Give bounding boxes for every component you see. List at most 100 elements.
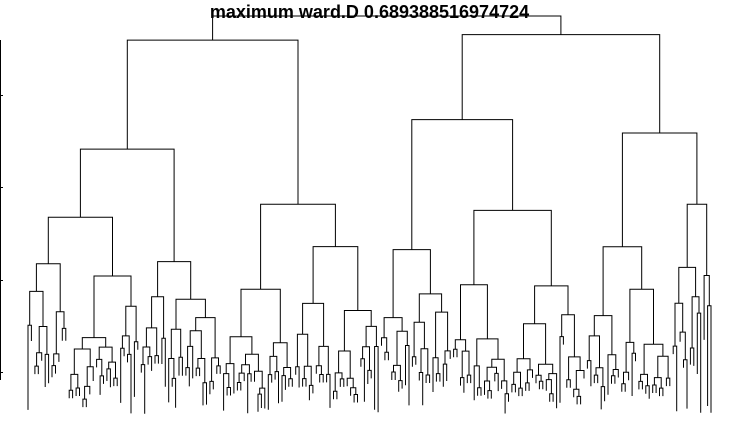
dendrogram-branch [318,345,329,375]
dendrogram-branch [296,333,309,367]
dendrogram-branch [484,380,491,395]
dendrogram-branch [460,377,465,393]
dendrogram-branch [178,356,183,376]
dendrogram-branch [559,336,564,403]
dendrogram-branch [631,352,636,396]
dendrogram-branch [659,387,664,397]
dendrogram-branch [35,263,61,312]
dendrogram-branch [346,377,354,388]
dendrogram-branch [171,377,177,408]
dendrogram-branch [170,328,182,359]
dendrogram-branch [473,209,552,286]
dendrogram-branch [525,382,530,391]
dendrogram-branch [236,382,242,391]
dendrogram-branch [75,387,80,396]
dendrogram-branch [333,390,338,400]
dendrogram-branch [568,356,581,380]
dendrogram-branch [34,365,39,375]
dendrogram-branch [106,368,111,388]
dendrogram-branch [703,275,710,340]
dendrogram-branch [303,365,312,386]
dendrogram-branch [707,305,712,413]
dendrogram-branch [511,383,516,393]
dendrogram-branch [79,148,175,262]
dendrogram-branch [683,359,688,409]
dendrogram-branch [202,382,207,406]
dendrogram-branch [53,353,60,366]
dendrogram-branch [36,352,43,367]
dendrogram-branch [302,378,307,387]
dendrogram-branch [561,314,575,357]
dendrogram-branch [353,394,358,403]
dendrogram-branch [420,348,429,375]
dendrogram-branch [295,366,300,388]
dendrogram-branch [240,288,281,343]
y-axis-line [0,40,1,380]
dendrogram-branch [411,119,514,250]
dendrogram-branch [678,266,697,304]
dendrogram-branch [621,383,626,392]
dendrogram-branch [29,290,44,327]
dendrogram-branch [384,351,389,361]
dendrogram-branch [425,374,431,383]
dendrogram-branch [38,326,48,355]
dendrogram-branch [151,296,165,339]
dendrogram-branch [501,380,508,394]
dendrogram-branch [47,216,113,276]
dendrogram-branch [638,380,643,390]
dendrogram-branch [442,363,448,387]
dendrogram-branch [381,337,388,353]
dendrogram-branch [526,369,533,383]
dendrogram-branch [216,365,221,374]
dendrogram-branch [652,384,657,393]
dendrogram-branch [288,378,293,387]
dendrogram-branch [126,39,299,205]
dendrogram-branch [629,288,654,345]
dendrogram-branch [392,249,431,318]
dendrogram-branch [245,353,259,372]
dendrogram-branch [140,364,146,414]
dendrogram-branch [96,358,103,376]
dendrogram-branch [623,371,630,384]
dendrogram-branch [315,365,322,375]
dendrogram-branch [586,360,592,387]
dendrogram-branch [68,389,74,399]
dendrogram-branch [259,387,266,409]
y-axis-tick [0,372,3,373]
dendrogram-branch [365,325,377,347]
dendrogram-branch [113,377,118,387]
dendrogram-branch [575,370,585,390]
dendrogram-branch [611,375,616,384]
dendrogram-branch [238,372,245,383]
dendrogram-branch [435,373,441,382]
dendrogram-branch [312,246,359,311]
dendrogram-branch [157,261,192,300]
y-axis-tick [0,187,3,188]
dendrogram-branch [674,302,684,347]
dendrogram-branch [534,285,569,324]
dendrogram-branch [226,387,231,396]
dendrogram-branch [142,346,151,365]
dendrogram-branch [657,355,669,379]
dendrogram-branch [600,386,606,410]
dendrogram-branch [418,372,424,406]
dendrogram-branch [689,347,695,366]
dendrogram-branch [154,355,159,364]
dendrogram-branch [625,341,635,373]
dendrogram-branch [175,298,206,330]
dendrogram-branch [274,371,279,404]
dendrogram-branch [518,387,523,397]
dendrogram-branch [653,377,662,389]
dendrogram-branch [487,390,492,399]
dendrogram-branch [612,369,619,378]
dendrogram-branch [99,375,104,395]
dendrogram-branch [453,348,458,358]
dendrogram-branch [281,375,286,402]
dendrogram-branch [229,336,253,364]
dendrogram-branch [197,358,206,383]
dendrogram-branch [308,384,314,401]
dendrogram-branch [189,330,202,359]
dendrogram-branch [602,246,643,316]
dendrogram-branch [593,374,599,384]
